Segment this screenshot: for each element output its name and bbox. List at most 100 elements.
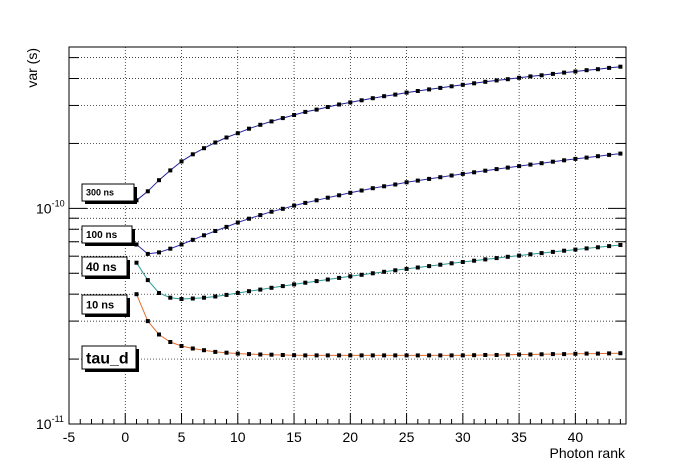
data-point	[460, 260, 465, 264]
data-point	[280, 206, 285, 211]
data-point	[157, 332, 161, 337]
data-point	[472, 353, 477, 358]
data-point	[348, 274, 353, 279]
data-point	[359, 98, 364, 103]
data-point	[517, 164, 522, 169]
data-point	[550, 71, 555, 76]
data-point	[460, 82, 465, 87]
label-box: 10 ns	[81, 294, 130, 317]
data-point	[303, 353, 308, 358]
data-point	[472, 170, 477, 175]
data-point	[505, 77, 510, 82]
data-point	[314, 279, 319, 284]
data-point	[370, 186, 375, 191]
label-box: tau_d	[81, 345, 139, 372]
data-point	[415, 89, 420, 93]
series-points	[134, 64, 623, 358]
data-point	[584, 351, 589, 356]
data-point	[258, 213, 263, 218]
data-point	[190, 152, 195, 157]
data-point	[494, 256, 499, 261]
data-point	[179, 242, 184, 247]
data-point	[573, 351, 578, 356]
label-box-frame	[81, 183, 135, 202]
data-point	[404, 180, 409, 185]
series-line	[136, 294, 621, 356]
data-point	[438, 353, 443, 358]
data-point	[337, 102, 342, 107]
data-point	[528, 352, 533, 357]
y-tick-label: 10-11	[36, 414, 64, 432]
x-axis-title: Photon rank	[550, 445, 626, 461]
data-point	[168, 246, 173, 251]
data-point	[224, 135, 229, 140]
data-point	[202, 348, 206, 353]
data-point	[562, 248, 567, 253]
data-point	[213, 349, 218, 354]
data-point	[247, 126, 251, 131]
label-text: 10 ns	[86, 299, 114, 311]
data-point	[573, 156, 578, 161]
label-box: 300 ns	[81, 183, 137, 204]
data-point	[303, 200, 308, 205]
data-point	[393, 182, 398, 187]
data-point	[314, 198, 319, 203]
data-point	[370, 271, 375, 276]
data-point	[303, 280, 308, 285]
data-point	[145, 251, 150, 256]
data-point	[235, 131, 240, 136]
data-point	[202, 146, 206, 151]
data-point	[595, 351, 600, 356]
data-point	[258, 122, 263, 127]
data-point	[280, 353, 285, 357]
data-point	[618, 351, 623, 356]
data-point	[427, 176, 432, 181]
data-point	[494, 167, 499, 172]
data-point	[134, 242, 139, 247]
data-point	[539, 161, 544, 166]
data-point	[494, 78, 499, 83]
data-point	[314, 107, 319, 112]
data-point	[269, 285, 274, 290]
data-point	[224, 350, 229, 355]
data-point	[224, 292, 229, 297]
data-point	[460, 353, 465, 358]
series-line	[136, 66, 621, 201]
data-point	[269, 352, 274, 357]
data-point	[438, 85, 443, 90]
label-box: 40 ns	[81, 256, 130, 279]
data-point	[494, 353, 499, 357]
series-line	[136, 244, 621, 300]
data-point	[168, 168, 173, 173]
data-point	[145, 319, 150, 324]
x-tick-label: 0	[121, 429, 129, 445]
series-line	[136, 153, 621, 255]
data-point	[325, 195, 330, 200]
data-point	[258, 287, 263, 292]
data-point	[607, 351, 612, 356]
data-point	[292, 282, 297, 287]
data-point	[449, 173, 454, 178]
data-point	[314, 353, 319, 358]
data-point	[337, 353, 342, 358]
data-point	[528, 252, 533, 257]
data-point	[382, 184, 387, 189]
y-tick-exponent: -10	[52, 198, 65, 208]
data-point	[415, 353, 420, 358]
data-point	[618, 151, 623, 156]
data-point	[213, 140, 218, 145]
x-tick-label: 20	[343, 429, 359, 445]
data-point	[393, 353, 398, 358]
label-box: 100 ns	[81, 225, 135, 246]
data-point	[528, 162, 533, 167]
data-point	[337, 275, 342, 280]
data-point	[584, 155, 589, 160]
data-point	[528, 74, 533, 79]
data-point	[483, 168, 488, 173]
x-tick-label: 30	[455, 429, 471, 445]
data-point	[404, 90, 409, 95]
data-point	[415, 178, 420, 183]
data-point	[562, 158, 567, 163]
data-point	[145, 189, 150, 194]
data-point	[292, 353, 297, 358]
